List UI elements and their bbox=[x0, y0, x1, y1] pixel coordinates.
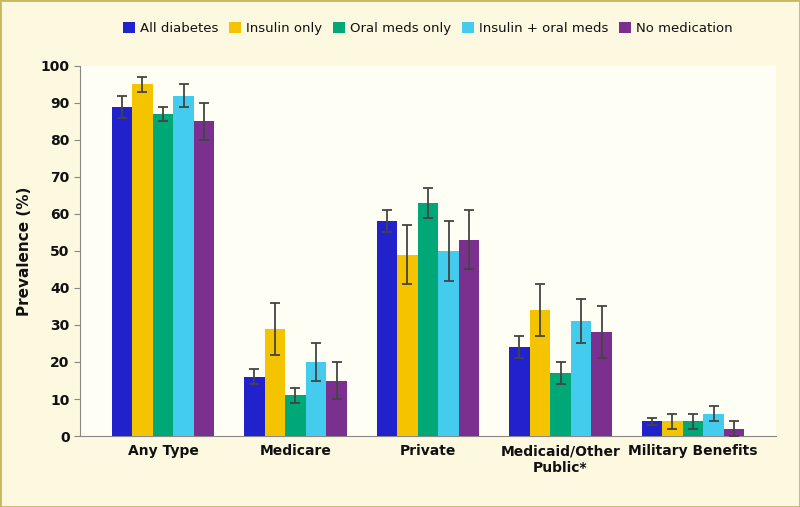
Bar bbox=[418, 203, 438, 436]
Bar bbox=[591, 333, 612, 436]
Bar bbox=[153, 114, 174, 436]
Bar bbox=[306, 362, 326, 436]
Bar bbox=[724, 428, 744, 436]
Bar bbox=[286, 395, 306, 436]
Bar bbox=[397, 255, 418, 436]
Bar bbox=[194, 121, 214, 436]
Bar bbox=[438, 251, 459, 436]
Bar bbox=[459, 240, 479, 436]
Bar bbox=[509, 347, 530, 436]
Y-axis label: Prevalence (%): Prevalence (%) bbox=[18, 186, 32, 316]
Bar bbox=[530, 310, 550, 436]
Bar bbox=[174, 95, 194, 436]
Bar bbox=[703, 414, 724, 436]
Bar bbox=[570, 321, 591, 436]
Bar bbox=[642, 421, 662, 436]
Bar bbox=[265, 329, 286, 436]
Legend: All diabetes, Insulin only, Oral meds only, Insulin + oral meds, No medication: All diabetes, Insulin only, Oral meds on… bbox=[118, 17, 738, 41]
Bar bbox=[244, 377, 265, 436]
Bar bbox=[662, 421, 682, 436]
Bar bbox=[132, 84, 153, 436]
Bar bbox=[550, 373, 570, 436]
Bar bbox=[682, 421, 703, 436]
Bar bbox=[326, 380, 347, 436]
Bar bbox=[112, 106, 132, 436]
Bar bbox=[377, 222, 397, 436]
